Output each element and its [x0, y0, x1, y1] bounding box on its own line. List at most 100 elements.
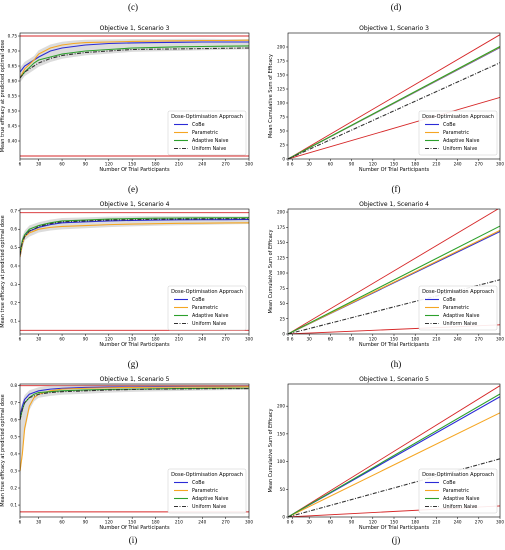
bound-line	[288, 34, 500, 159]
x-tick-label: 270	[222, 337, 230, 342]
x-axis-label: Number Of Trial Participants	[359, 525, 430, 531]
panel-letter: (h)	[391, 359, 402, 369]
plot-frame	[19, 208, 250, 335]
y-tick-label: 50	[280, 129, 286, 134]
series-line	[288, 45, 500, 159]
y-tick-label: 50	[280, 301, 286, 306]
x-tick-label: 90	[83, 520, 89, 525]
y-axis-label: Mean true efficacy at predicted optimal …	[0, 394, 6, 506]
x-tick-label: 6	[19, 520, 22, 525]
legend-label: Parametric	[192, 305, 218, 311]
chart-title: Objective 1, Scenario 5	[359, 376, 429, 383]
plot-frame	[19, 383, 250, 518]
legend-label: Uniform Naive	[192, 504, 226, 510]
panel-letter: (d)	[391, 2, 402, 12]
bound-line	[288, 385, 500, 517]
legend: Dose-Optimisation Approach CoBe Parametric…	[167, 468, 247, 514]
x-tick-label: 150	[390, 162, 398, 167]
legend-label: Uniform Naive	[192, 146, 226, 152]
chart-panel: Objective 1, Scenario 4 6 30 60 90 120 150 180 2…	[0, 201, 253, 348]
legend-title: Dose-Optimisation Approach	[422, 472, 494, 478]
x-tick-label: 300	[496, 162, 504, 167]
x-tick-label: 270	[475, 337, 483, 342]
legend: Dose-Optimisation Approach CoBe Parametric…	[418, 285, 498, 331]
x-tick-label: 240	[454, 337, 462, 342]
series-line	[20, 41, 249, 73]
y-tick-label: 0.40	[8, 139, 18, 144]
panel-letter: (i)	[129, 535, 138, 545]
y-axis-label: Mean Cumulative Sum of Efficacy	[268, 229, 274, 313]
x-tick-label: 180	[411, 337, 419, 342]
series-line	[20, 217, 249, 254]
series-line	[20, 218, 249, 256]
x-tick-label: 300	[496, 520, 504, 525]
confidence-band	[20, 38, 249, 83]
y-tick-label: 150	[277, 73, 285, 78]
legend: Dose-Optimisation Approach CoBe Parametric…	[418, 110, 498, 156]
y-tick-label: 0.4	[10, 451, 17, 456]
legend-label: CoBe	[443, 122, 456, 128]
x-tick-label: 150	[128, 520, 136, 525]
y-tick-label: 0.7	[10, 400, 17, 405]
x-tick-label: 60	[328, 162, 334, 167]
chart-title: Objective 1, Scenario 3	[100, 25, 170, 32]
x-tick-label: 240	[198, 162, 206, 167]
y-tick-label: 0.5	[10, 434, 17, 439]
series-line	[288, 62, 500, 159]
x-tick-label: 240	[198, 337, 206, 342]
panel-letters: (c) (d) (e) (f) (g) (h) (i) (j)	[128, 2, 402, 545]
series-line	[20, 222, 249, 257]
x-tick-label: 300	[245, 162, 253, 167]
series-line	[20, 218, 249, 257]
legend-box	[167, 110, 247, 156]
x-tick-label: 300	[245, 337, 253, 342]
x-tick-label: 120	[369, 162, 377, 167]
series-line	[288, 229, 500, 334]
x-axis-label: Number Of Trial Participants	[99, 167, 170, 173]
x-tick-label: 6	[291, 162, 294, 167]
y-tick-label: 0.7	[10, 208, 17, 213]
panel-letter: (g)	[128, 359, 139, 369]
chart-panel: Objective 1, Scenario 5 6 30 60 90 120 150 180 2…	[0, 376, 253, 531]
y-tick-label: 0.1	[10, 319, 17, 324]
y-tick-label: 100	[277, 271, 285, 276]
legend-label: CoBe	[192, 480, 205, 486]
y-tick-label: 0	[282, 332, 285, 337]
x-tick-label: 0	[287, 162, 290, 167]
y-tick-label: 50	[280, 487, 286, 492]
x-tick-label: 90	[83, 162, 89, 167]
legend-title: Dose-Optimisation Approach	[171, 289, 243, 295]
y-tick-label: 0.5	[10, 245, 17, 250]
y-axis-label: Mean true efficacy at predicted optimal …	[0, 40, 6, 152]
x-axis-label: Number Of Trial Participants	[359, 342, 430, 348]
x-tick-label: 180	[152, 337, 160, 342]
chart-title: Objective 1, Scenario 5	[100, 376, 170, 383]
x-axis-label: Number Of Trial Participants	[359, 167, 430, 173]
y-tick-label: 125	[277, 255, 285, 260]
legend-label: Parametric	[443, 305, 469, 311]
y-axis-label: Mean Cumulative Sum of Efficacy	[268, 54, 274, 138]
x-tick-label: 180	[411, 162, 419, 167]
y-tick-label: 25	[280, 143, 286, 148]
x-tick-label: 60	[59, 337, 65, 342]
legend-label: Adaptive Naive	[443, 313, 479, 319]
y-tick-label: 0.3	[10, 468, 17, 473]
x-tick-label: 90	[349, 162, 355, 167]
x-tick-label: 6	[291, 520, 294, 525]
panel-letter: (c)	[128, 2, 138, 12]
y-tick-label: 150	[277, 240, 285, 245]
chart-panel: Objective 1, Scenario 30 6 30 60 90 120 150 180…	[268, 25, 504, 173]
y-tick-label: 0.4	[10, 263, 17, 268]
chart-panel: Objective 1, Scenario 3 6 30 60 90 120 150 180 2…	[0, 25, 253, 173]
series-line	[288, 225, 500, 334]
chart-panel: Objective 1, Scenario 50 6 30 60 90 120 150 180…	[268, 376, 504, 531]
x-tick-label: 240	[454, 520, 462, 525]
legend-label: Parametric	[192, 488, 218, 494]
y-tick-label: 125	[277, 87, 285, 92]
x-tick-label: 300	[496, 337, 504, 342]
x-tick-label: 0	[287, 520, 290, 525]
chart-panel: Objective 1, Scenario 40 6 30 60 90 120 150 180…	[268, 201, 504, 348]
legend-label: Adaptive Naive	[443, 138, 479, 144]
confidence-band	[20, 384, 249, 476]
